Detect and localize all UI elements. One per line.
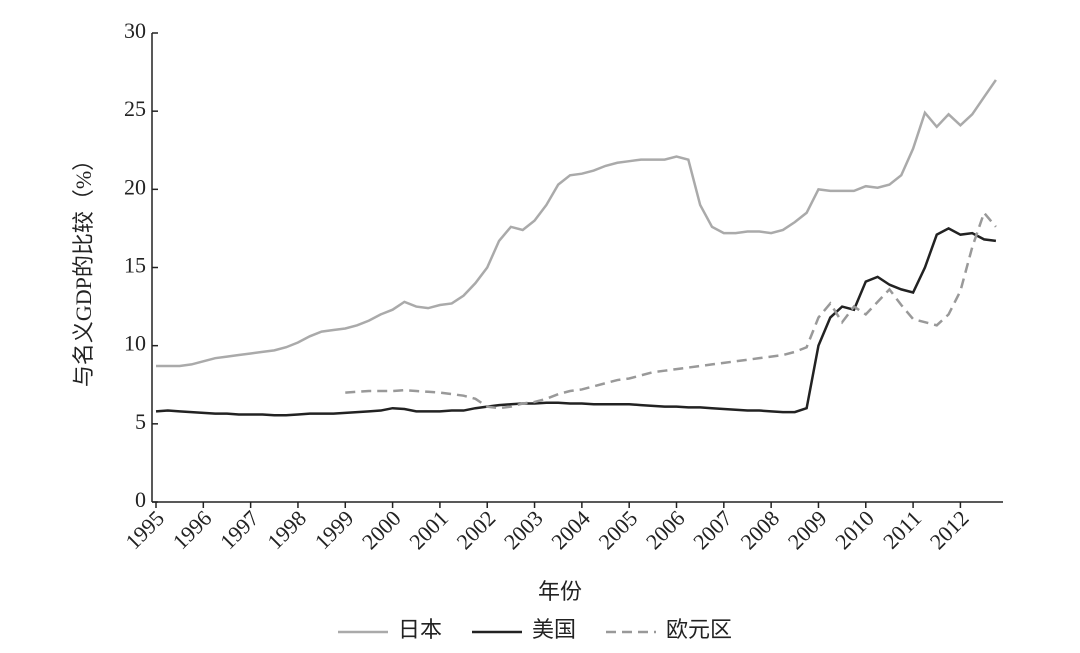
x-tick-label: 2012 bbox=[925, 505, 974, 554]
x-axis-label: 年份 bbox=[538, 579, 582, 604]
x-tick-label: 1997 bbox=[215, 505, 264, 554]
series-line bbox=[156, 79, 997, 368]
y-tick-label: 15 bbox=[124, 253, 146, 278]
y-tick-label: 5 bbox=[135, 409, 146, 434]
y-tick-label: 25 bbox=[124, 96, 146, 121]
legend-label: 欧元区 bbox=[666, 617, 732, 642]
x-tick-label: 1998 bbox=[262, 505, 311, 554]
x-tick-label: 2004 bbox=[546, 505, 595, 554]
legend-label: 美国 bbox=[532, 617, 576, 642]
x-tick-label: 2000 bbox=[357, 505, 406, 554]
series-line bbox=[345, 210, 997, 410]
x-tick-label: 2010 bbox=[830, 505, 879, 554]
y-tick-label: 20 bbox=[124, 174, 146, 199]
x-tick-label: 2003 bbox=[499, 505, 548, 554]
x-tick-label: 2006 bbox=[641, 505, 690, 554]
y-tick-label: 0 bbox=[135, 487, 146, 512]
x-tick-label: 1996 bbox=[168, 505, 217, 554]
x-tick-label: 1995 bbox=[120, 505, 169, 554]
y-axis-label: 与名义GDP的比较（%） bbox=[71, 149, 96, 387]
x-tick-label: 2011 bbox=[878, 505, 926, 553]
series-line bbox=[155, 227, 997, 417]
x-tick-label: 1999 bbox=[310, 505, 359, 554]
x-tick-label: 2001 bbox=[404, 505, 453, 554]
x-tick-label: 2008 bbox=[735, 505, 784, 554]
x-tick-label: 2005 bbox=[593, 505, 642, 554]
legend-label: 日本 bbox=[398, 617, 442, 642]
x-tick-label: 2007 bbox=[688, 505, 737, 554]
x-tick-label: 2009 bbox=[783, 505, 832, 554]
y-tick-label: 30 bbox=[124, 18, 146, 43]
x-tick-label: 2002 bbox=[452, 505, 501, 554]
y-tick-label: 10 bbox=[124, 331, 146, 356]
